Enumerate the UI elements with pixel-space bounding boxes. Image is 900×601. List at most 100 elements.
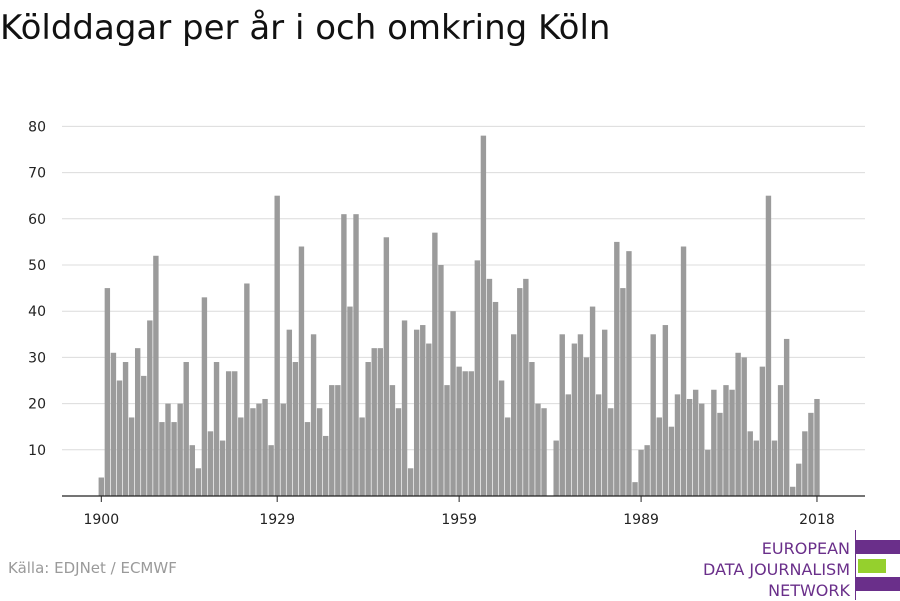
bar-1937[interactable] bbox=[323, 435, 329, 496]
bar-2001[interactable] bbox=[711, 389, 717, 496]
bar-2002[interactable] bbox=[717, 412, 723, 496]
bar-1987[interactable] bbox=[626, 251, 632, 496]
bar-1991[interactable] bbox=[650, 334, 656, 496]
bar-1926[interactable] bbox=[256, 403, 262, 496]
bar-1928[interactable] bbox=[268, 445, 274, 496]
bar-1978[interactable] bbox=[571, 343, 578, 496]
bar-1913[interactable] bbox=[177, 403, 183, 496]
bar-1900[interactable] bbox=[98, 477, 104, 496]
bar-1969[interactable] bbox=[517, 288, 523, 496]
bar-1973[interactable] bbox=[541, 408, 547, 496]
bar-1994[interactable] bbox=[668, 426, 675, 496]
bar-1933[interactable] bbox=[298, 246, 305, 496]
bar-1911[interactable] bbox=[165, 403, 171, 496]
bar-1990[interactable] bbox=[644, 445, 650, 496]
bar-1999[interactable] bbox=[699, 403, 705, 496]
bar-2017[interactable] bbox=[808, 412, 814, 496]
bar-2012[interactable] bbox=[777, 385, 784, 496]
bar-1941[interactable] bbox=[347, 306, 353, 496]
bar-1952[interactable] bbox=[413, 329, 420, 496]
bar-1992[interactable] bbox=[656, 417, 662, 496]
bar-2016[interactable] bbox=[802, 431, 808, 496]
bar-1901[interactable] bbox=[104, 288, 111, 496]
bar-1950[interactable] bbox=[401, 320, 408, 496]
bar-1903[interactable] bbox=[116, 380, 123, 497]
bar-2008[interactable] bbox=[753, 440, 760, 496]
bar-1919[interactable] bbox=[213, 362, 220, 496]
bar-1942[interactable] bbox=[353, 214, 359, 496]
bar-1971[interactable] bbox=[529, 362, 535, 496]
bar-1944[interactable] bbox=[365, 362, 371, 496]
bar-1932[interactable] bbox=[292, 362, 299, 496]
bar-1959[interactable] bbox=[456, 366, 462, 496]
bar-1960[interactable] bbox=[462, 371, 468, 496]
bar-1940[interactable] bbox=[341, 214, 347, 496]
bar-1977[interactable] bbox=[565, 394, 572, 496]
bar-1902[interactable] bbox=[110, 352, 117, 496]
bar-1930[interactable] bbox=[280, 403, 286, 496]
bar-2005[interactable] bbox=[735, 352, 741, 496]
bar-1927[interactable] bbox=[262, 398, 268, 496]
bar-2011[interactable] bbox=[771, 440, 778, 496]
bar-1910[interactable] bbox=[159, 422, 165, 496]
bar-1945[interactable] bbox=[371, 348, 377, 496]
bar-1923[interactable] bbox=[238, 417, 244, 496]
bar-1914[interactable] bbox=[183, 362, 189, 496]
bar-1970[interactable] bbox=[523, 278, 529, 496]
bar-1961[interactable] bbox=[468, 371, 474, 496]
bar-2003[interactable] bbox=[723, 385, 729, 496]
bar-1922[interactable] bbox=[232, 371, 238, 496]
bar-1947[interactable] bbox=[383, 237, 390, 496]
bar-1976[interactable] bbox=[559, 334, 565, 496]
bar-1920[interactable] bbox=[219, 440, 226, 496]
bar-1948[interactable] bbox=[389, 385, 396, 496]
bar-1989[interactable] bbox=[638, 449, 644, 496]
bar-1904[interactable] bbox=[122, 362, 129, 496]
bar-1963[interactable] bbox=[480, 135, 487, 496]
edjnet-logo[interactable]: EUROPEAN DATA JOURNALISM NETWORK bbox=[690, 530, 900, 600]
bar-2010[interactable] bbox=[765, 195, 772, 496]
bar-1968[interactable] bbox=[511, 334, 517, 496]
bar-1915[interactable] bbox=[189, 445, 195, 496]
bar-1946[interactable] bbox=[377, 348, 383, 496]
bar-1905[interactable] bbox=[128, 417, 135, 496]
bar-1965[interactable] bbox=[492, 301, 499, 496]
bar-2007[interactable] bbox=[747, 431, 753, 496]
bar-1958[interactable] bbox=[450, 311, 456, 496]
bar-2006[interactable] bbox=[741, 357, 747, 496]
bar-2018[interactable] bbox=[814, 398, 820, 496]
bar-2015[interactable] bbox=[796, 463, 802, 496]
bar-1943[interactable] bbox=[359, 417, 365, 496]
bar-1936[interactable] bbox=[316, 408, 323, 496]
bar-1955[interactable] bbox=[432, 232, 438, 496]
bar-1953[interactable] bbox=[420, 325, 426, 496]
bar-1917[interactable] bbox=[201, 297, 208, 496]
bar-1993[interactable] bbox=[662, 325, 669, 496]
bar-1921[interactable] bbox=[225, 371, 232, 496]
bar-1995[interactable] bbox=[674, 394, 681, 496]
bar-2004[interactable] bbox=[729, 389, 735, 496]
bar-1907[interactable] bbox=[141, 375, 147, 496]
bar-1988[interactable] bbox=[632, 482, 638, 496]
bar-1925[interactable] bbox=[250, 408, 256, 496]
bar-1934[interactable] bbox=[304, 422, 311, 496]
bar-1966[interactable] bbox=[498, 380, 505, 497]
bar-1909[interactable] bbox=[153, 255, 159, 496]
bar-1979[interactable] bbox=[577, 334, 584, 496]
bar-1962[interactable] bbox=[474, 260, 481, 496]
bar-1998[interactable] bbox=[692, 389, 699, 496]
bar-2009[interactable] bbox=[759, 366, 766, 496]
bar-1984[interactable] bbox=[608, 408, 614, 496]
bar-1997[interactable] bbox=[686, 398, 693, 496]
bar-1929[interactable] bbox=[274, 195, 280, 496]
bar-1954[interactable] bbox=[426, 343, 432, 496]
bar-2013[interactable] bbox=[783, 338, 790, 496]
bar-1918[interactable] bbox=[207, 431, 214, 496]
bar-1906[interactable] bbox=[134, 348, 141, 496]
bar-1975[interactable] bbox=[553, 440, 559, 496]
bar-1924[interactable] bbox=[244, 283, 250, 496]
bar-1964[interactable] bbox=[486, 278, 493, 496]
bar-1985[interactable] bbox=[614, 241, 620, 496]
bar-1967[interactable] bbox=[504, 417, 511, 496]
bar-1972[interactable] bbox=[535, 403, 541, 496]
